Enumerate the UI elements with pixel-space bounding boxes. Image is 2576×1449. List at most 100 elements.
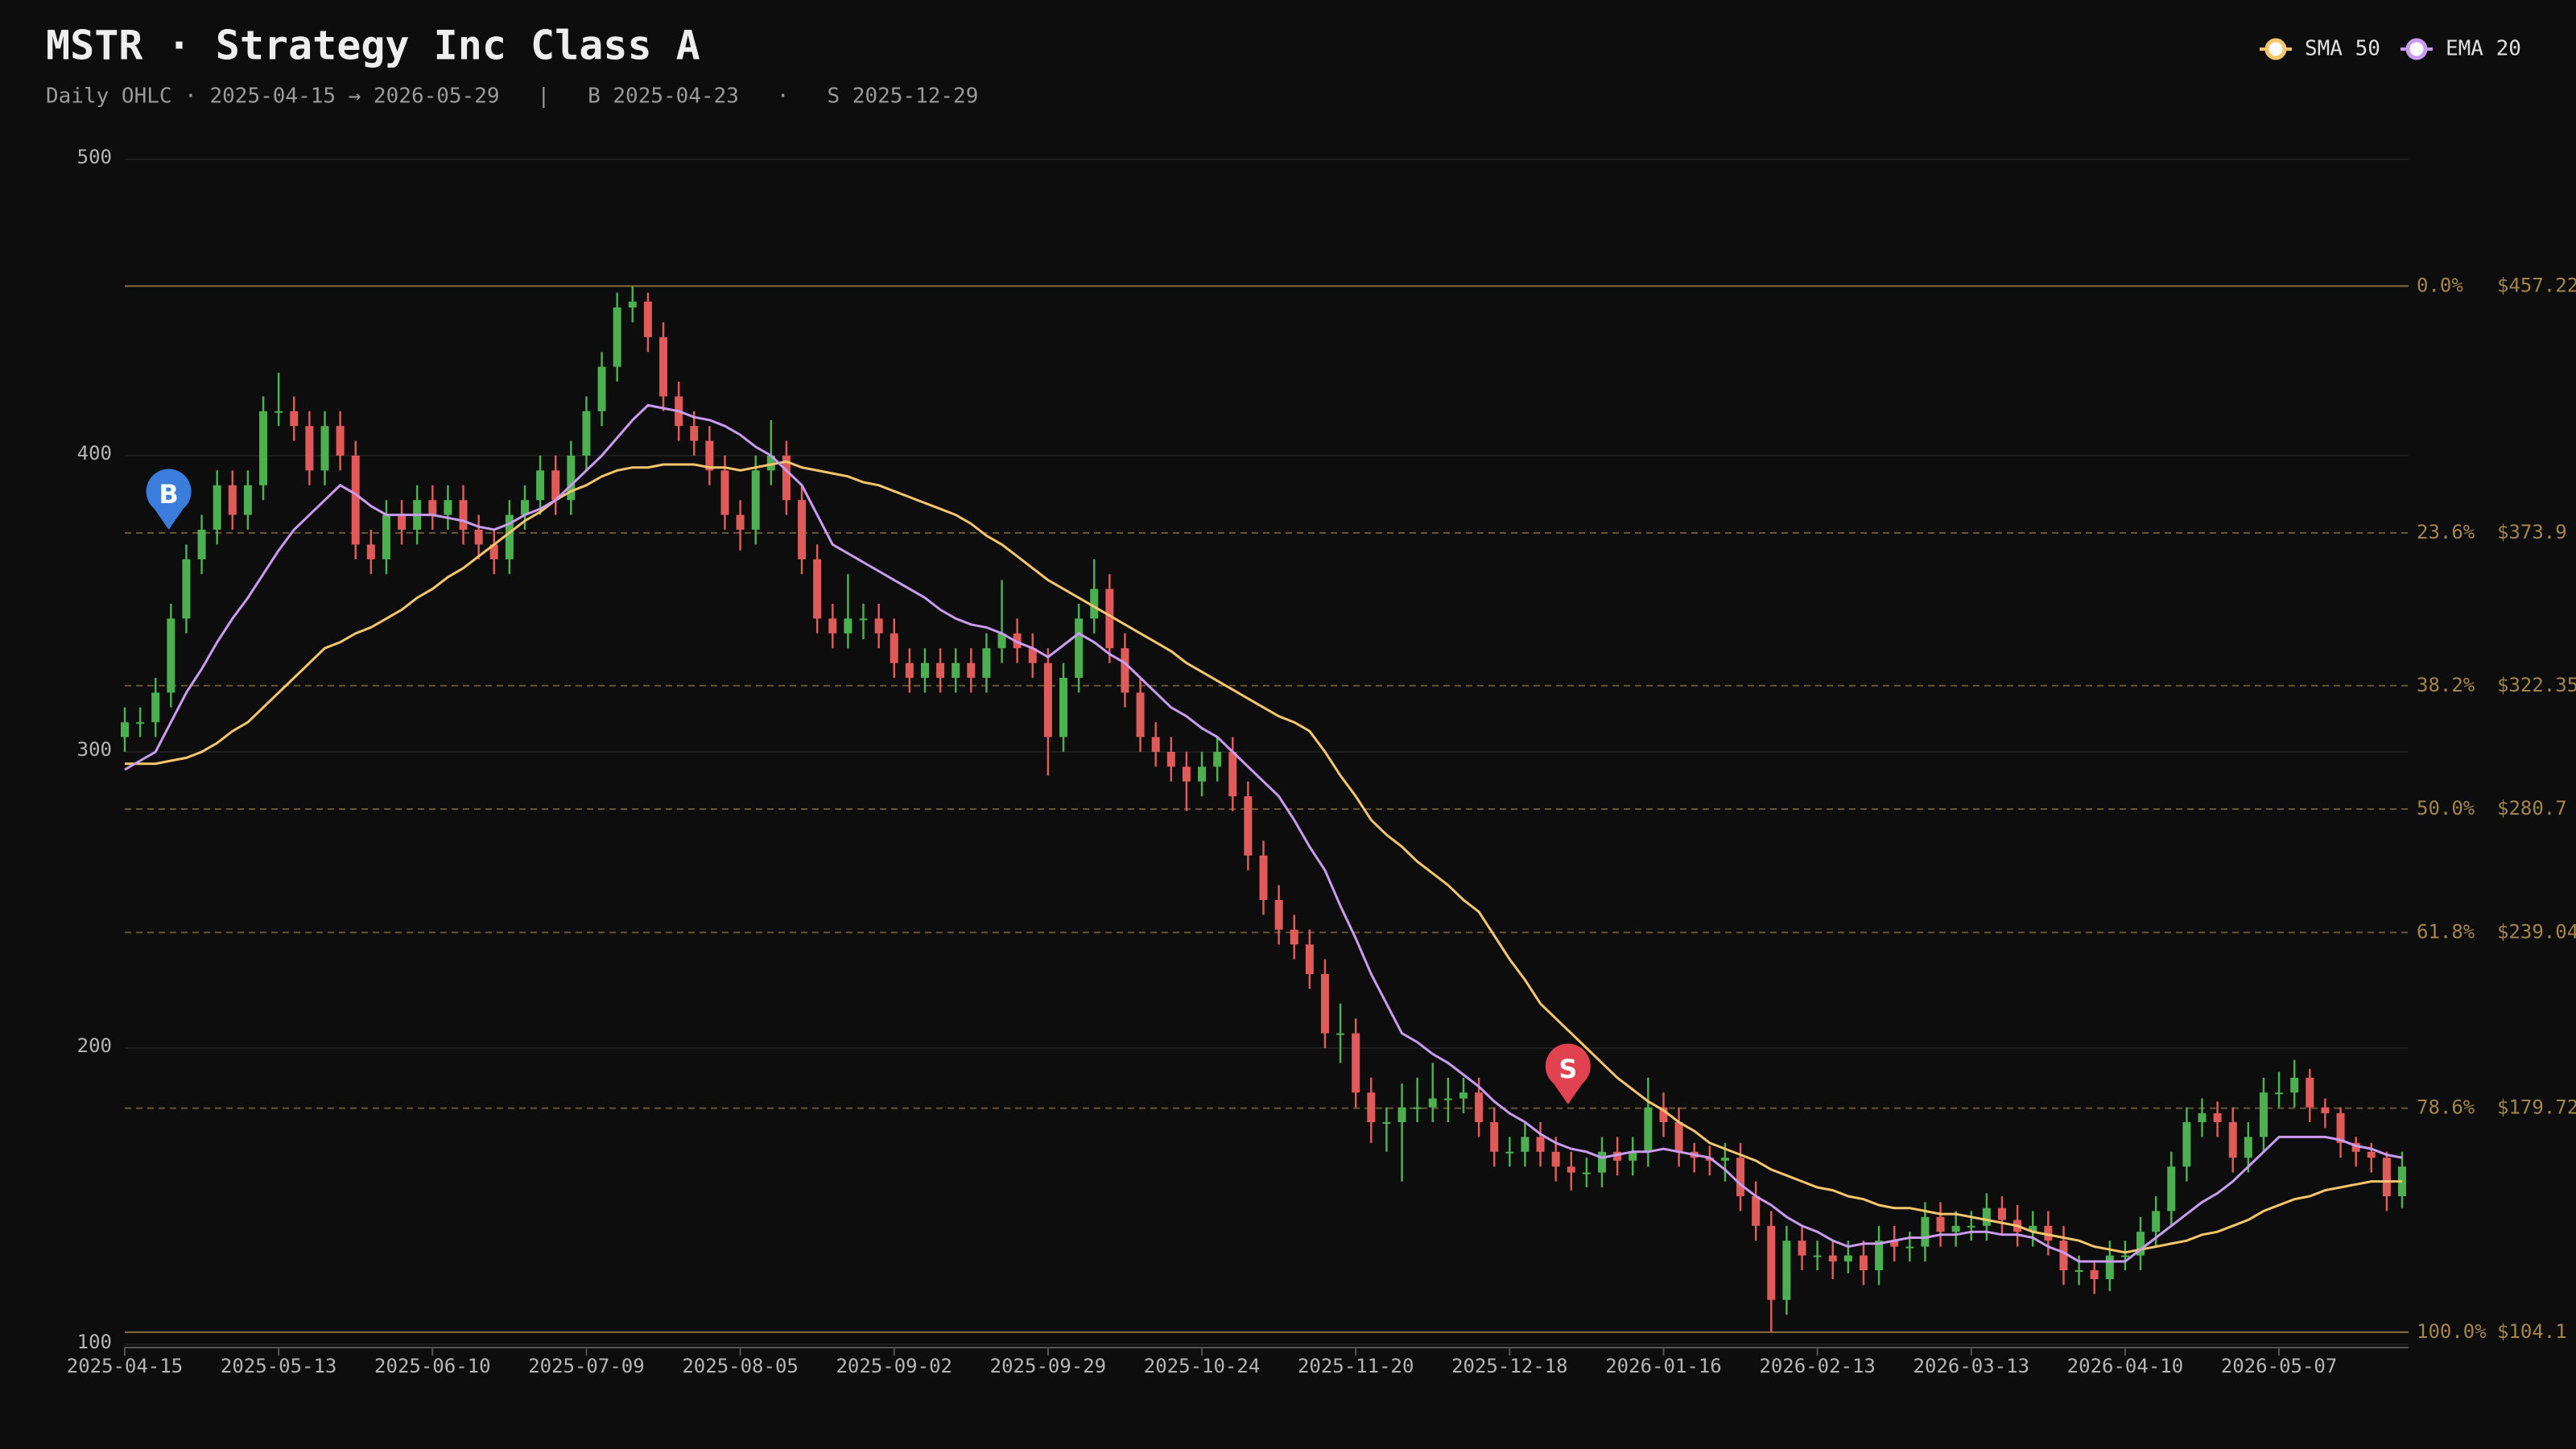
candle-body	[828, 618, 837, 634]
candle-body	[474, 530, 483, 545]
candle-body	[952, 663, 960, 678]
x-tick-label: 2025-05-13	[221, 1355, 337, 1377]
candle-body	[1875, 1241, 1884, 1270]
candle-body	[1767, 1225, 1776, 1300]
candle-body	[1075, 618, 1084, 678]
candle-body	[1443, 1098, 1452, 1100]
candle-body	[2275, 1092, 2284, 1095]
candle-body	[1998, 1208, 2007, 1220]
candle-body	[1136, 692, 1145, 737]
candle-body	[1613, 1151, 1622, 1161]
candle-body	[582, 411, 591, 456]
x-tick-label: 2025-11-20	[1298, 1355, 1414, 1377]
candle-body	[2306, 1077, 2314, 1108]
candle-body	[2367, 1151, 2376, 1158]
candle-body	[228, 485, 237, 515]
candle-body	[1598, 1151, 1607, 1173]
candle-body	[1936, 1216, 1945, 1232]
candle-body	[1059, 678, 1068, 737]
candle-body	[182, 559, 191, 619]
candle-body	[259, 411, 268, 485]
candle-body	[1536, 1137, 1545, 1152]
candle-body	[1459, 1092, 1468, 1099]
candle-body	[982, 648, 991, 678]
candle-body	[2259, 1092, 2268, 1137]
candle-body	[213, 485, 221, 530]
candle-body	[1274, 900, 1283, 930]
candle-body	[1151, 737, 1160, 752]
candle-body	[2244, 1137, 2252, 1158]
candle-body	[2182, 1122, 2191, 1167]
candle-body	[1428, 1098, 1437, 1108]
fib-price: $179.72	[2497, 1096, 2576, 1119]
candle-body	[398, 514, 407, 530]
candle-body	[505, 514, 514, 559]
candle-body	[2198, 1113, 2207, 1122]
candle-body	[967, 663, 976, 678]
legend-label: SMA 50	[2305, 37, 2380, 61]
trade-marker	[1545, 1043, 1591, 1104]
candle-body	[1336, 1033, 1345, 1035]
candle-body	[1782, 1241, 1791, 1300]
candle-body	[782, 456, 791, 501]
candle-body	[1320, 974, 1329, 1034]
candle-body	[1121, 648, 1129, 693]
candle-body	[874, 618, 883, 634]
x-tick-label: 2025-08-05	[682, 1355, 799, 1377]
candle-body	[520, 500, 529, 515]
x-tick-label: 2025-10-24	[1144, 1355, 1261, 1377]
fib-pct: 23.6%	[2417, 521, 2475, 543]
candle-body	[444, 500, 452, 515]
candle-body	[751, 470, 760, 530]
candle-body	[1352, 1033, 1360, 1093]
candle-body	[1859, 1255, 1868, 1270]
candle-body	[1567, 1166, 1575, 1173]
fib-pct: 38.2%	[2417, 674, 2475, 696]
candle-body	[428, 500, 437, 515]
candle-body	[121, 722, 129, 737]
candle-body	[2290, 1077, 2299, 1093]
candle-body	[2090, 1270, 2099, 1280]
fib-price: $280.7	[2497, 797, 2567, 819]
candle-body	[1490, 1122, 1499, 1152]
candle-body	[1951, 1225, 1960, 1232]
candle-body	[2351, 1142, 2360, 1152]
candle-body	[243, 485, 252, 515]
y-tick-label: 300	[77, 738, 112, 761]
candle-body	[720, 470, 729, 515]
legend-marker	[2405, 38, 2428, 60]
candle-body	[136, 722, 145, 724]
candle-body	[1090, 588, 1099, 619]
candle-body	[1798, 1241, 1806, 1256]
candle-body	[613, 308, 621, 367]
y-tick-label: 100	[77, 1331, 112, 1353]
y-tick-label: 500	[77, 146, 112, 168]
x-tick-label: 2026-03-13	[1913, 1355, 2030, 1377]
y-tick-label: 400	[77, 442, 112, 464]
candle-body	[736, 514, 745, 530]
chart-subtitle: Daily OHLC · 2025-04-15 → 2026-05-29 | B…	[46, 85, 978, 109]
fib-price: $373.9	[2497, 521, 2567, 543]
indicator-line	[125, 460, 2402, 1254]
candle-body	[1397, 1107, 1406, 1122]
candle-body	[197, 530, 206, 559]
candle-body	[798, 500, 807, 559]
candle-body	[890, 633, 898, 663]
candle-body	[1367, 1092, 1376, 1122]
candle-body	[1813, 1255, 1822, 1257]
candle-body	[2136, 1232, 2145, 1256]
candle-body	[1720, 1158, 1729, 1161]
candle-body	[1475, 1092, 1484, 1122]
candle-body	[1198, 766, 1207, 782]
candle-body	[2074, 1270, 2083, 1272]
candle-body	[1644, 1107, 1653, 1152]
candle-body	[628, 301, 637, 308]
candle-body	[1982, 1208, 1991, 1226]
candle-body	[1028, 648, 1037, 663]
candle-body	[382, 514, 390, 559]
fib-price: $322.35	[2497, 674, 2576, 696]
indicator-line	[124, 403, 2403, 1263]
candle-body	[2105, 1255, 2114, 1280]
candle-body	[290, 411, 299, 427]
